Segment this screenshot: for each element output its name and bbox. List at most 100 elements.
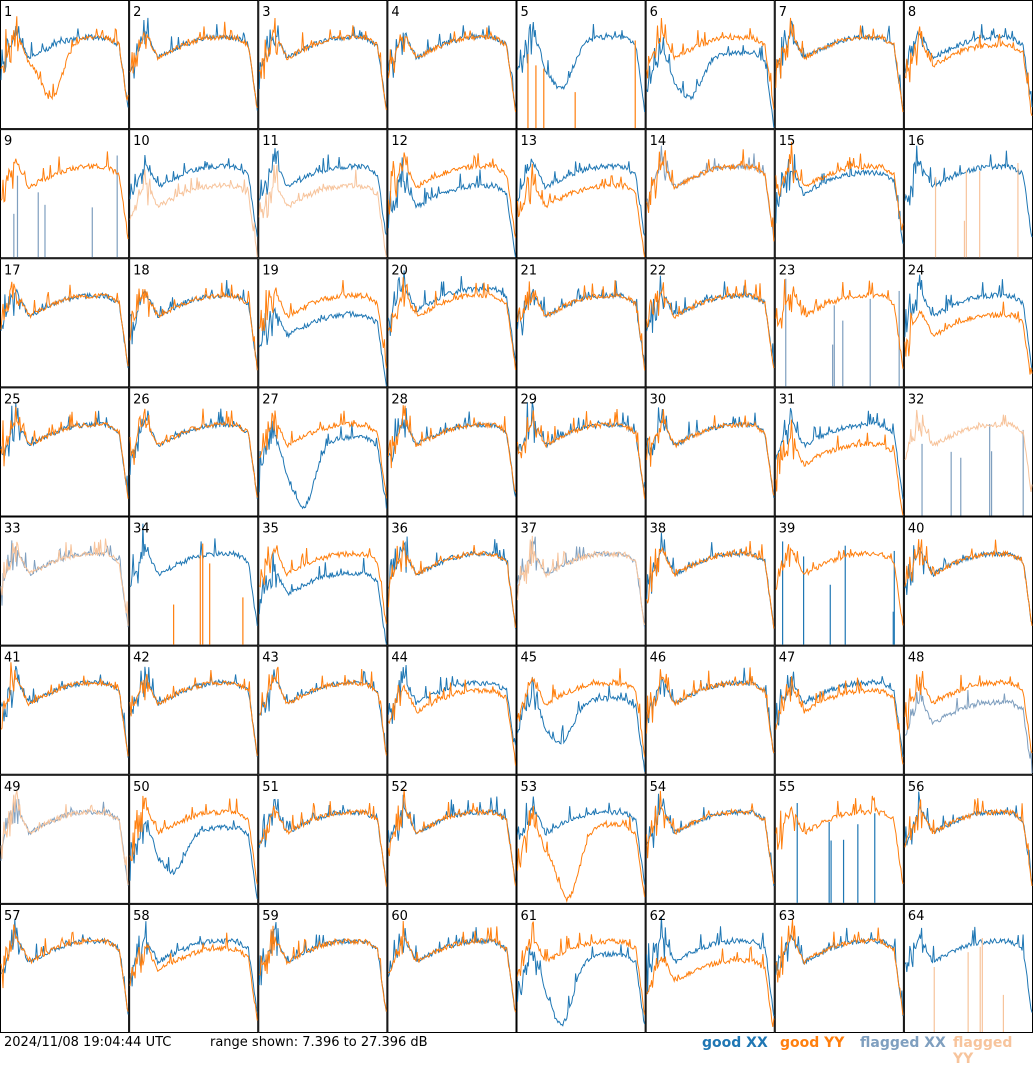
panel-label: 3	[262, 5, 270, 20]
panel-22: 22	[645, 258, 775, 388]
yy-series	[258, 280, 387, 369]
panel-label: 41	[4, 651, 21, 666]
panel-27: 27	[258, 387, 388, 517]
panel-label: 48	[908, 651, 925, 666]
xx-series	[129, 523, 258, 626]
panel-52: 52	[387, 774, 517, 904]
panel-frame	[774, 0, 904, 130]
xx-series	[129, 818, 258, 900]
panel-59: 59	[258, 903, 388, 1033]
panel-frame	[903, 129, 1033, 259]
panel-frame	[129, 645, 259, 775]
yy-series	[904, 409, 1033, 492]
panel-frame	[129, 516, 259, 646]
yy-series	[775, 676, 904, 765]
panel-frame	[0, 903, 130, 1033]
yy-series	[129, 282, 258, 371]
panel-label: 47	[779, 651, 796, 666]
yy-series	[517, 163, 646, 258]
panel-frame	[774, 516, 904, 646]
panel-frame	[774, 129, 904, 259]
panel-frame	[903, 387, 1033, 517]
panel-label: 37	[521, 522, 538, 537]
yy-series	[775, 141, 904, 231]
panel-12: 12	[387, 129, 517, 259]
panel-label: 64	[908, 909, 925, 924]
panel-label: 17	[4, 263, 21, 278]
panel-54: 54	[645, 774, 775, 904]
panel-label: 26	[133, 392, 150, 407]
panel-45: 45	[516, 645, 646, 775]
yy-series	[259, 410, 387, 499]
panel-label: 10	[133, 134, 150, 149]
panel-label: 13	[521, 134, 538, 149]
panel-7: 7	[774, 0, 904, 130]
yy-series	[258, 801, 387, 887]
panel-18: 18	[129, 258, 259, 388]
yy-series	[646, 667, 775, 754]
xx-series	[646, 37, 775, 128]
yy-series	[646, 790, 775, 884]
yy-series	[388, 920, 516, 1013]
panel-frame	[774, 258, 904, 388]
panel-21: 21	[516, 258, 646, 388]
panel-frame	[645, 129, 775, 259]
panel-label: 42	[133, 651, 150, 666]
panel-label: 21	[521, 263, 538, 278]
yy-series	[0, 924, 129, 1012]
panel-frame	[387, 387, 517, 517]
panel-label: 4	[391, 5, 399, 20]
panel-51: 51	[258, 774, 388, 904]
panel-61: 61	[516, 903, 646, 1033]
xx-series	[517, 677, 646, 772]
panel-frame	[258, 774, 388, 904]
xx-series	[904, 683, 1033, 774]
panel-label: 49	[4, 780, 21, 795]
panel-frame	[0, 258, 130, 388]
panel-4: 4	[387, 0, 517, 130]
yy-series	[775, 279, 904, 369]
xx-series	[517, 796, 646, 885]
panel-26: 26	[129, 387, 259, 517]
panel-label: 30	[650, 392, 667, 407]
yy-series	[904, 26, 1033, 116]
yy-series	[0, 406, 129, 499]
yy-series	[775, 795, 904, 884]
panel-13: 13	[516, 129, 646, 259]
range-text: range shown: 7.396 to 27.396 dB	[210, 1035, 428, 1050]
panel-frame	[258, 0, 388, 130]
yy-series	[646, 149, 775, 242]
yy-series	[646, 17, 775, 110]
panel-frame	[774, 903, 904, 1033]
panel-19: 19	[258, 258, 388, 388]
panel-3: 3	[258, 0, 388, 130]
yy-series	[0, 281, 129, 367]
xx-series	[904, 24, 1033, 108]
panel-25: 25	[0, 387, 130, 517]
yy-series	[904, 301, 1033, 375]
yy-series	[517, 408, 646, 499]
yy-series	[646, 409, 775, 496]
panel-frame	[645, 645, 775, 775]
panel-frame	[0, 129, 130, 259]
panel-frame	[774, 645, 904, 775]
footer: 2024/11/08 19:04:44 UTC range shown: 7.3…	[0, 1033, 1033, 1067]
panel-frame	[258, 903, 388, 1033]
panel-frame	[645, 0, 775, 130]
panel-frame	[645, 903, 775, 1033]
panel-30: 30	[645, 387, 775, 517]
panel-50: 50	[129, 774, 259, 904]
yy-series	[0, 662, 129, 757]
panel-frame	[774, 774, 904, 904]
panel-36: 36	[387, 516, 517, 646]
panel-9: 9	[0, 129, 130, 259]
yy-series	[517, 668, 646, 757]
panel-60: 60	[387, 903, 517, 1033]
panel-label: 9	[4, 134, 12, 149]
panel-frame	[645, 258, 775, 388]
panel-label: 11	[262, 134, 279, 149]
xx-series	[517, 944, 646, 1027]
panel-label: 27	[262, 392, 279, 407]
yy-series	[387, 405, 516, 493]
panel-label: 45	[521, 651, 538, 666]
